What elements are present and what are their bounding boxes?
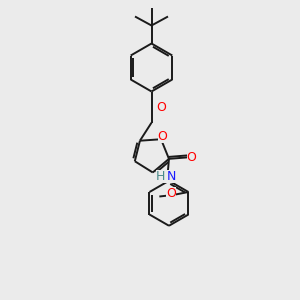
Text: H: H: [156, 170, 166, 183]
Text: O: O: [156, 100, 166, 114]
Text: N: N: [167, 170, 176, 183]
Text: O: O: [187, 151, 196, 164]
Text: O: O: [167, 187, 176, 200]
Text: O: O: [158, 130, 167, 143]
